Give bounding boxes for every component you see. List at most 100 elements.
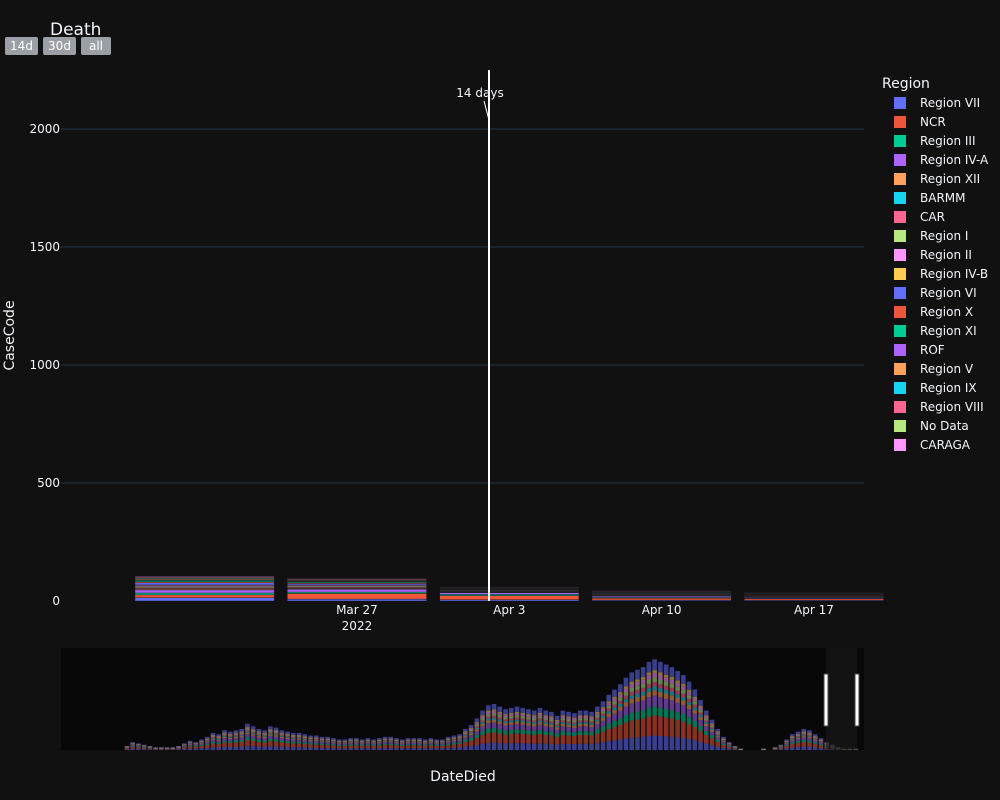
overview-bar xyxy=(663,677,669,682)
overview-bar xyxy=(646,688,652,692)
legend-swatch[interactable] xyxy=(894,287,906,299)
overview-bar xyxy=(583,715,589,717)
overview-bar xyxy=(663,736,669,750)
overview-bar xyxy=(663,690,669,694)
overview-bar xyxy=(463,734,468,736)
overview-bar xyxy=(210,737,216,739)
overview-bar xyxy=(692,710,698,714)
overview-bar xyxy=(204,736,210,739)
overview-bar xyxy=(227,747,233,750)
overview-bar xyxy=(675,737,680,750)
overview-bar xyxy=(308,739,313,740)
overview-bar xyxy=(698,706,703,708)
overview-bar xyxy=(291,738,296,739)
overview-bar xyxy=(388,745,394,748)
legend-swatch[interactable] xyxy=(894,268,906,280)
overview-bar xyxy=(239,737,244,740)
legend-swatch[interactable] xyxy=(894,173,906,185)
overview-bar xyxy=(612,713,617,721)
overview-bar xyxy=(543,720,548,723)
overview-bar xyxy=(486,742,491,750)
overview-bar xyxy=(313,738,319,740)
overview-bar xyxy=(698,731,703,743)
overview-bar xyxy=(422,748,428,750)
overview-bar xyxy=(526,715,531,718)
overview-bar xyxy=(279,730,285,733)
overview-bar xyxy=(514,717,520,720)
overview-bar xyxy=(405,742,411,745)
legend-swatch[interactable] xyxy=(894,192,906,204)
overview-bar xyxy=(526,719,531,722)
overview-bar xyxy=(486,733,491,743)
overview-bar xyxy=(531,726,537,732)
overview-bar xyxy=(531,723,537,727)
overview-bar xyxy=(612,720,617,728)
legend-label: CARAGA xyxy=(920,438,971,452)
legend-swatch[interactable] xyxy=(894,116,906,128)
overview-bar xyxy=(669,687,675,693)
overview-bar xyxy=(801,737,807,740)
legend-swatch[interactable] xyxy=(894,135,906,147)
overview-bar xyxy=(486,728,491,734)
overview-bar xyxy=(514,723,520,730)
overview-bar xyxy=(451,743,457,745)
range-button-14d[interactable]: 14d xyxy=(5,37,38,55)
overview-bar xyxy=(669,710,675,719)
legend-swatch[interactable] xyxy=(894,401,906,413)
legend-swatch[interactable] xyxy=(894,344,906,356)
rangeslider-handle-left[interactable] xyxy=(823,673,829,727)
overview-bar xyxy=(594,715,600,718)
overview-bar xyxy=(795,737,801,739)
overview-bar xyxy=(130,746,135,748)
legend-swatch[interactable] xyxy=(894,230,906,242)
overview-bar xyxy=(778,747,784,749)
overview-bar xyxy=(336,746,342,749)
overview-bar xyxy=(325,738,331,740)
annotation-label: 14 days xyxy=(456,86,503,100)
legend-swatch[interactable] xyxy=(894,420,906,432)
range-button-all[interactable]: all xyxy=(81,37,111,55)
overview-bar xyxy=(646,675,652,680)
overview-bar xyxy=(348,742,353,745)
overview-bar xyxy=(296,735,302,737)
overview-bar xyxy=(646,683,652,689)
legend-swatch[interactable] xyxy=(894,249,906,261)
rangeslider-window[interactable] xyxy=(826,648,857,750)
legend-label: Region II xyxy=(920,248,972,262)
overview-bar xyxy=(698,707,703,711)
overview-bar xyxy=(612,710,617,714)
legend-swatch[interactable] xyxy=(894,306,906,318)
rangeslider-handle-right[interactable] xyxy=(854,673,860,727)
overview-bar xyxy=(388,743,394,746)
legend-swatch[interactable] xyxy=(894,439,906,451)
overview-bar xyxy=(652,695,657,707)
overview-bar xyxy=(319,741,325,743)
overview-bar xyxy=(440,744,445,747)
legend-swatch[interactable] xyxy=(894,211,906,223)
overview-bar xyxy=(526,734,531,744)
legend-swatch[interactable] xyxy=(894,325,906,337)
overview-bar xyxy=(130,742,135,744)
range-button-30d[interactable]: 30d xyxy=(43,37,76,55)
overview-bar xyxy=(703,723,709,727)
overview-bar xyxy=(784,741,789,743)
overview-bar xyxy=(790,747,795,750)
overview-bar xyxy=(623,715,629,723)
overview-bar xyxy=(491,719,497,723)
overview-bar xyxy=(468,735,474,739)
legend-swatch[interactable] xyxy=(894,382,906,394)
overview-bar xyxy=(250,731,256,733)
overview-bar xyxy=(589,724,594,728)
legend-swatch[interactable] xyxy=(894,97,906,109)
overview-bar xyxy=(136,747,141,749)
legend-swatch[interactable] xyxy=(894,363,906,375)
overview-bar xyxy=(801,746,807,750)
overview-bar xyxy=(474,726,480,728)
overview-bar xyxy=(308,741,313,744)
overview-bar xyxy=(612,689,617,697)
overview-bar xyxy=(663,674,669,678)
overview-bar xyxy=(440,741,445,743)
legend-swatch[interactable] xyxy=(894,154,906,166)
overview-bar xyxy=(807,732,812,734)
overview-bar xyxy=(164,749,170,750)
